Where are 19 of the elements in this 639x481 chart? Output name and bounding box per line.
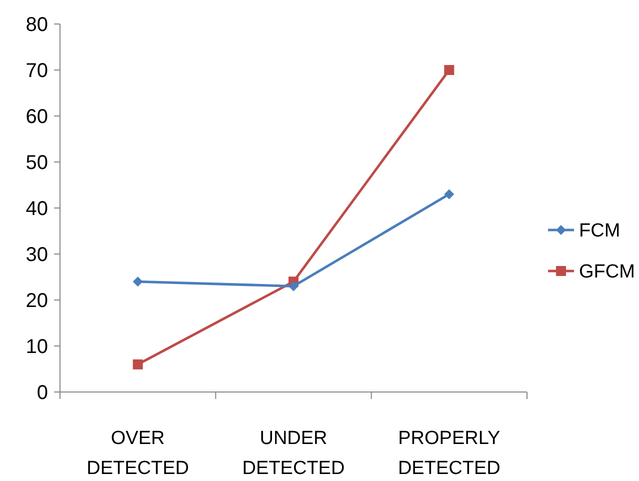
y-tick-label: 30 bbox=[26, 244, 48, 266]
y-tick-label: 10 bbox=[26, 336, 48, 358]
y-tick-label: 40 bbox=[26, 198, 48, 220]
y-tick-label: 80 bbox=[26, 14, 48, 36]
point bbox=[288, 281, 298, 292]
point bbox=[132, 276, 143, 287]
legend-label: GFCM bbox=[579, 262, 635, 283]
y-tick-label: 0 bbox=[36, 382, 48, 404]
y-tick-label: 20 bbox=[26, 290, 48, 312]
x-tick-label: UNDER DETECTED bbox=[242, 428, 345, 479]
y-tick-label: 60 bbox=[26, 106, 48, 128]
y-tick-label: 70 bbox=[26, 60, 48, 82]
y-tick-label: 50 bbox=[26, 152, 48, 174]
legend-label: FCM bbox=[579, 220, 620, 242]
point bbox=[444, 65, 454, 75]
point bbox=[132, 359, 143, 370]
point bbox=[444, 189, 454, 200]
x-tick-label: PROPERLY DETECTED bbox=[398, 428, 501, 479]
x-tick-label: OVER DETECTED bbox=[86, 428, 190, 479]
